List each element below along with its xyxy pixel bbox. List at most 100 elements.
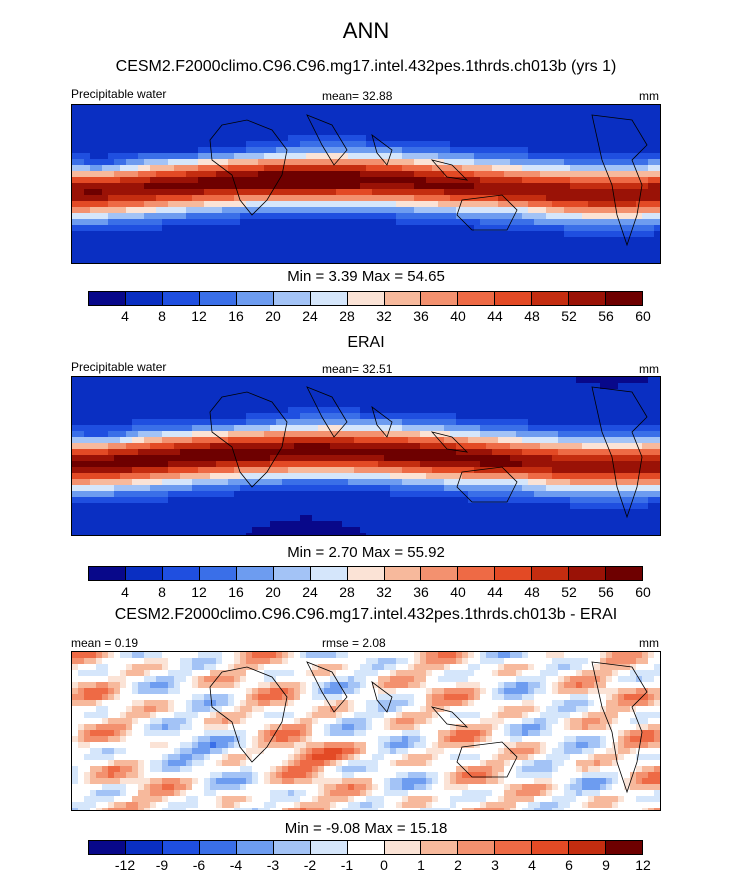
map-cell	[450, 171, 457, 178]
map-cell	[522, 129, 529, 136]
map-cell	[528, 497, 535, 504]
map-cell	[450, 431, 457, 438]
map-cell	[312, 123, 319, 130]
map-cell	[132, 243, 139, 250]
map-cell	[96, 189, 103, 196]
map-cell	[72, 177, 79, 184]
map-cell	[210, 261, 217, 263]
map-cell	[330, 183, 337, 190]
map-cell	[246, 123, 253, 130]
map-cell	[636, 195, 643, 202]
map-cell	[558, 461, 565, 468]
map-cell	[330, 401, 337, 408]
map-cell	[156, 509, 163, 516]
map-cell	[108, 123, 115, 130]
map-cell	[516, 165, 523, 172]
map-cell	[606, 497, 613, 504]
map-cell	[468, 473, 475, 480]
map-cell	[138, 383, 145, 390]
map-cell	[300, 105, 307, 112]
map-cell	[654, 213, 660, 220]
map-cell	[318, 225, 325, 232]
map-cell	[564, 401, 571, 408]
map-cell	[570, 105, 577, 112]
map-cell	[150, 491, 157, 498]
map-cell	[354, 153, 361, 160]
map-cell	[498, 497, 505, 504]
map-cell	[396, 401, 403, 408]
map-cell	[360, 153, 367, 160]
map-cell	[306, 207, 313, 214]
map-cell	[582, 147, 589, 154]
map-cell	[582, 117, 589, 124]
map-cell	[324, 147, 331, 154]
map-cell	[480, 491, 487, 498]
map-cell	[510, 123, 517, 130]
map-cell	[582, 425, 589, 432]
map-cell	[576, 377, 583, 384]
map-cell	[570, 219, 577, 226]
map-cell	[96, 201, 103, 208]
map-cell	[354, 159, 361, 166]
map-cell	[192, 497, 199, 504]
map-cell	[198, 159, 205, 166]
map-cell	[144, 503, 151, 510]
map-cell	[216, 201, 223, 208]
map-cell	[318, 165, 325, 172]
map-cell	[552, 243, 559, 250]
map-cell	[132, 443, 139, 450]
map-cell	[222, 141, 229, 148]
map-cell	[216, 261, 223, 263]
map-cell	[420, 195, 427, 202]
map-cell	[294, 195, 301, 202]
map-cell	[636, 461, 643, 468]
map-cell	[174, 105, 181, 112]
map-cell	[606, 171, 613, 178]
map-cell	[228, 165, 235, 172]
map-cell	[324, 243, 331, 250]
map-cell	[348, 431, 355, 438]
map-cell	[336, 111, 343, 118]
map-cell	[510, 105, 517, 112]
map-cell	[330, 111, 337, 118]
map-cell	[486, 431, 493, 438]
map-cell	[588, 491, 595, 498]
map-cell	[636, 165, 643, 172]
map-cell	[474, 479, 481, 486]
map-cell	[420, 503, 427, 510]
map-cell	[336, 497, 343, 504]
map-cell	[648, 165, 655, 172]
map-cell	[630, 425, 637, 432]
map-cell	[582, 461, 589, 468]
map-cell	[252, 437, 259, 444]
map-cell	[126, 425, 133, 432]
map-cell	[366, 485, 373, 492]
map-cell	[360, 177, 367, 184]
map-cell	[300, 141, 307, 148]
map-cell	[306, 383, 313, 390]
map-cell	[348, 123, 355, 130]
map-cell	[228, 225, 235, 232]
map-cell	[648, 153, 655, 160]
map-cell	[432, 141, 439, 148]
map-cell	[498, 159, 505, 166]
map-cell	[444, 189, 451, 196]
map-cell	[432, 111, 439, 118]
map-cell	[636, 389, 643, 396]
map-cell	[270, 467, 277, 474]
map-cell	[540, 231, 547, 238]
map-cell	[372, 377, 379, 384]
map-cell	[246, 413, 253, 420]
map-cell	[432, 183, 439, 190]
map-cell	[288, 261, 295, 263]
map-cell	[132, 377, 139, 384]
map-cell	[480, 213, 487, 220]
map-cell	[156, 117, 163, 124]
map-cell	[72, 219, 79, 226]
map-cell	[300, 147, 307, 154]
map-cell	[84, 377, 91, 384]
map-cell	[336, 419, 343, 426]
map-cell	[594, 383, 601, 390]
map-cell	[498, 177, 505, 184]
map-cell	[432, 147, 439, 154]
